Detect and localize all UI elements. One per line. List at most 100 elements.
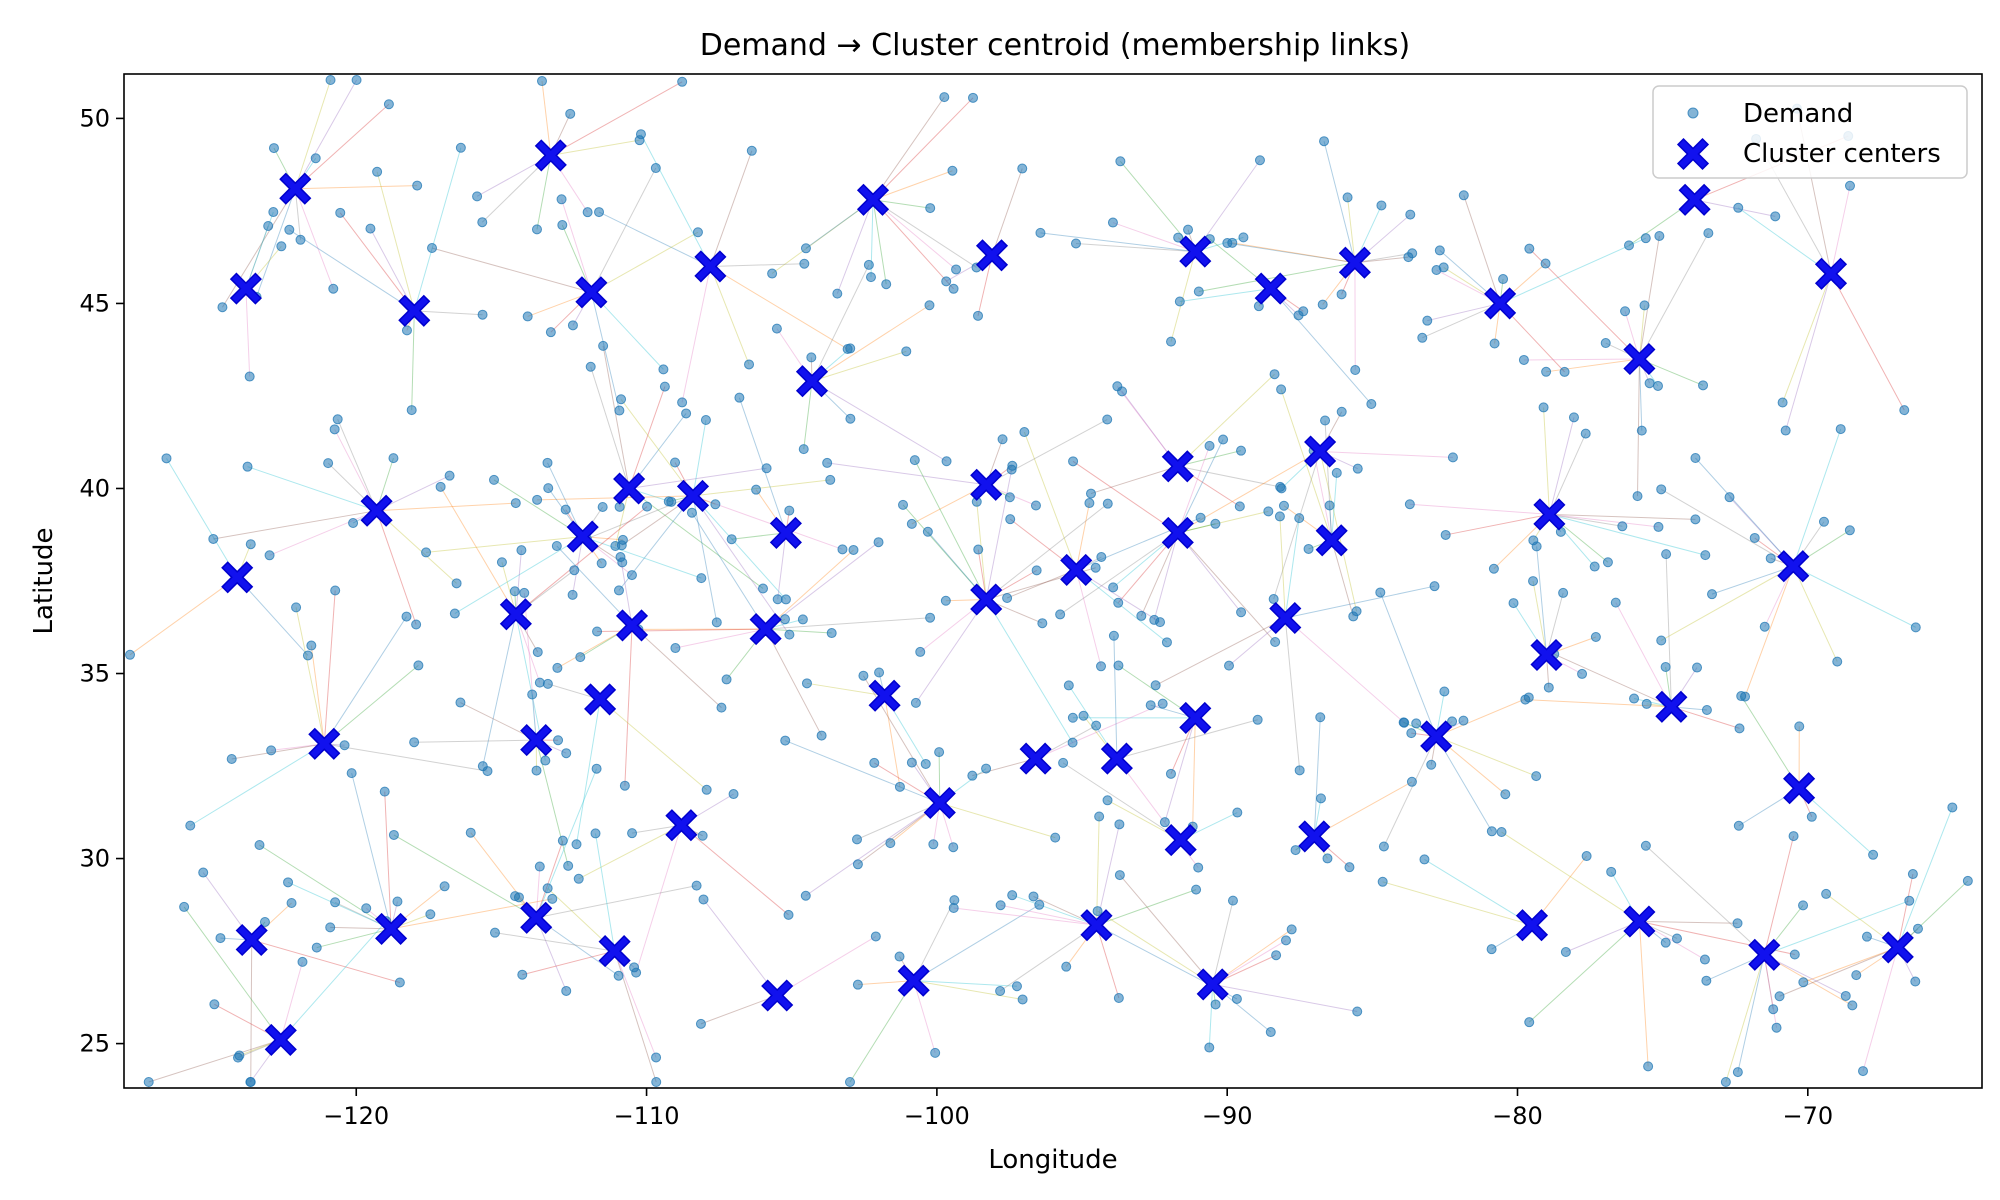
demand-point xyxy=(291,602,302,613)
cluster-center-marker xyxy=(575,276,608,309)
demand-point xyxy=(1195,512,1206,523)
demand-point xyxy=(1236,445,1247,456)
demand-point xyxy=(1227,237,1238,248)
membership-link xyxy=(1153,532,1179,621)
legend-cluster-marker xyxy=(1676,137,1710,171)
demand-point xyxy=(670,457,681,468)
demand-point xyxy=(691,880,702,891)
y-tick-label: 40 xyxy=(79,474,110,502)
membership-link xyxy=(148,1039,281,1083)
demand-point xyxy=(1660,937,1671,948)
y-tick-label: 50 xyxy=(79,104,110,132)
demand-point xyxy=(245,1077,256,1087)
demand-point xyxy=(1350,365,1361,376)
cluster-center-marker xyxy=(1533,498,1566,531)
membership-link xyxy=(985,503,1109,600)
membership-link xyxy=(414,739,537,743)
membership-link xyxy=(1436,697,1529,737)
membership-link xyxy=(805,802,941,897)
membership-link xyxy=(1536,546,1548,656)
demand-point xyxy=(997,434,1008,445)
membership-link xyxy=(259,844,392,930)
demand-point xyxy=(940,595,951,606)
membership-link xyxy=(1615,602,1672,708)
demand-point xyxy=(1157,698,1168,709)
membership-link xyxy=(811,264,870,382)
demand-point xyxy=(1703,228,1714,239)
membership-link xyxy=(561,199,592,293)
demand-point xyxy=(1962,875,1973,886)
membership-link xyxy=(631,824,682,834)
demand-point xyxy=(1090,562,1101,573)
demand-point xyxy=(613,585,624,596)
demand-point xyxy=(906,518,917,529)
membership-link xyxy=(294,188,334,289)
demand-point xyxy=(425,909,436,920)
membership-link xyxy=(1711,565,1794,595)
demand-point xyxy=(1183,224,1194,235)
membership-link xyxy=(590,366,630,489)
demand-point xyxy=(1232,807,1243,818)
cluster-center-marker xyxy=(1304,435,1337,468)
demand-point xyxy=(1193,286,1204,297)
demand-point xyxy=(372,166,383,177)
demand-point xyxy=(517,969,528,980)
membership-link xyxy=(985,469,1013,600)
membership-link xyxy=(1763,835,1795,955)
membership-link xyxy=(1284,617,1301,771)
demand-point xyxy=(1378,841,1389,852)
demand-point xyxy=(1818,516,1829,527)
demand-point xyxy=(268,143,279,154)
demand-point xyxy=(1005,514,1016,525)
demand-point xyxy=(1736,691,1747,702)
membership-link xyxy=(316,928,392,949)
demand-point xyxy=(1486,826,1497,837)
membership-link xyxy=(245,225,269,289)
demand-point xyxy=(209,999,220,1010)
demand-point xyxy=(1660,661,1671,672)
membership-link xyxy=(915,599,987,704)
x-tick-label: −100 xyxy=(904,1102,970,1130)
demand-point xyxy=(590,828,601,839)
membership-link xyxy=(599,699,707,791)
demand-point xyxy=(1406,776,1417,787)
cluster-center-marker xyxy=(520,901,553,934)
membership-link xyxy=(700,995,778,1025)
cluster-centers xyxy=(221,139,1914,1056)
cluster-center-marker xyxy=(1655,690,1688,723)
demand-point xyxy=(874,667,885,678)
cluster-center-marker xyxy=(584,683,617,716)
membership-link xyxy=(1546,592,1564,656)
membership-link xyxy=(1023,431,1077,571)
demand-point xyxy=(845,343,856,354)
membership-link xyxy=(376,502,516,512)
cluster-center-marker xyxy=(598,935,631,968)
demand-point xyxy=(1617,521,1628,532)
membership-link xyxy=(872,199,977,268)
membership-link xyxy=(330,926,392,930)
demand-point xyxy=(1789,949,1800,960)
membership-link xyxy=(872,96,945,201)
demand-point xyxy=(837,544,848,555)
demand-point xyxy=(217,302,228,313)
demand-point xyxy=(1531,771,1542,782)
membership-link xyxy=(972,758,1036,777)
demand-point xyxy=(1113,660,1124,671)
membership-link xyxy=(1177,465,1281,488)
demand-point xyxy=(1028,891,1039,902)
demand-point xyxy=(295,234,306,245)
membership-link xyxy=(953,907,1097,926)
demand-point xyxy=(909,455,920,466)
membership-link xyxy=(1543,407,1550,515)
demand-point xyxy=(1541,366,1552,377)
demand-point xyxy=(677,76,688,87)
demand-point xyxy=(801,678,812,689)
membership-link xyxy=(985,419,1108,486)
demand-point xyxy=(851,834,862,845)
demand-point xyxy=(592,626,603,637)
cluster-center-marker xyxy=(534,139,567,172)
membership-link xyxy=(1072,460,1179,534)
demand-point xyxy=(852,859,863,870)
demand-point xyxy=(1788,831,1799,842)
membership-link xyxy=(323,590,336,744)
